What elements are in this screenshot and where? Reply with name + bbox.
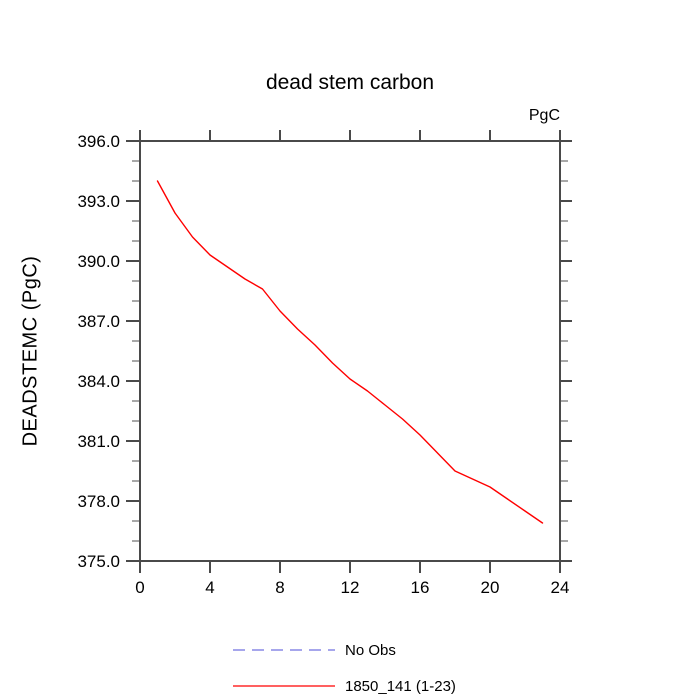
- y-tick-label: 396.0: [77, 132, 120, 151]
- legend-label-no-obs: No Obs: [345, 641, 396, 659]
- y-tick-label: 381.0: [77, 432, 120, 451]
- series-line-1850-141-1-23-: [156, 180, 544, 524]
- x-tick-label: 8: [275, 578, 284, 597]
- y-axis-title: DEADSTEMC (PgC): [19, 255, 42, 447]
- solid-line-swatch: [233, 685, 335, 687]
- y-tick-label: 375.0: [77, 552, 120, 571]
- x-tick-label: 20: [481, 578, 500, 597]
- y-tick-label: 393.0: [77, 192, 120, 211]
- legend-label-1850-141: 1850_141 (1-23): [345, 677, 456, 695]
- x-tick-label: 4: [205, 578, 214, 597]
- chart-title: dead stem carbon: [265, 71, 435, 94]
- x-tick-label: 16: [411, 578, 430, 597]
- legend-entry-no-obs: No Obs: [232, 641, 396, 659]
- x-tick-label: 12: [341, 578, 360, 597]
- y-tick-label: 378.0: [77, 492, 120, 511]
- x-tick-label: 24: [551, 578, 570, 597]
- y-tick-label: 387.0: [77, 312, 120, 331]
- axis-frame: [139, 140, 561, 562]
- x-tick-label: 0: [135, 578, 144, 597]
- y-tick-label: 390.0: [77, 252, 120, 271]
- legend-entry-1850-141: 1850_141 (1-23): [232, 677, 456, 695]
- dashed-line-swatch: [233, 649, 335, 651]
- units-label: PgC: [528, 107, 560, 124]
- y-tick-label: 384.0: [77, 372, 120, 391]
